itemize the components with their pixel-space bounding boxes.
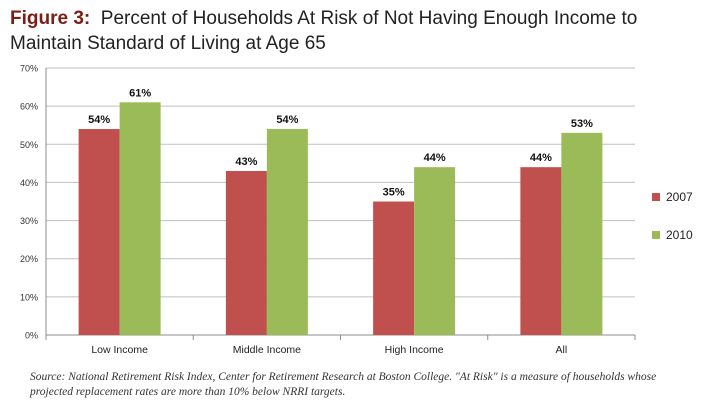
y-tick-label: 20% [20,254,38,264]
data-label: 44% [530,152,552,164]
bar-2007 [78,129,120,335]
figure-title: Figure 3: Percent of Households At Risk … [10,8,638,54]
x-tick-label: High Income [385,344,444,356]
x-tick-label: Low Income [91,344,148,356]
y-tick-label: 70% [20,64,38,74]
figure-title-text: Percent of Households At Risk of Not Hav… [10,8,638,54]
data-label: 53% [571,118,593,130]
bar-2010 [414,167,456,335]
data-label: 43% [235,156,257,168]
x-tick-label: All [556,344,568,356]
bar-2010 [561,132,603,335]
y-tick-label: 30% [20,216,38,226]
data-label: 44% [424,152,446,164]
bar-2010 [119,102,161,335]
y-tick-label: 10% [20,292,38,302]
legend-label-2010: 2010 [666,228,693,242]
source-note: Source: National Retirement Risk Index, … [30,371,657,398]
data-label: 35% [383,187,405,199]
bar-2007 [373,201,415,335]
legend-swatch-2007 [652,193,660,201]
legend-swatch-2010 [652,231,660,239]
y-tick-label: 40% [20,178,38,188]
legend-label-2007: 2007 [666,190,693,204]
y-tick-label: 50% [20,140,38,150]
bar-2007 [520,167,562,335]
y-tick-label: 0% [25,331,38,341]
data-label: 54% [276,114,298,126]
y-tick-label: 60% [20,102,38,112]
data-label: 61% [129,87,151,99]
figure-label: Figure 3 [10,8,84,29]
data-label: 54% [88,114,110,126]
x-tick-label: Middle Income [233,344,301,356]
bar-2010 [266,129,308,335]
bar-2007 [225,170,267,335]
